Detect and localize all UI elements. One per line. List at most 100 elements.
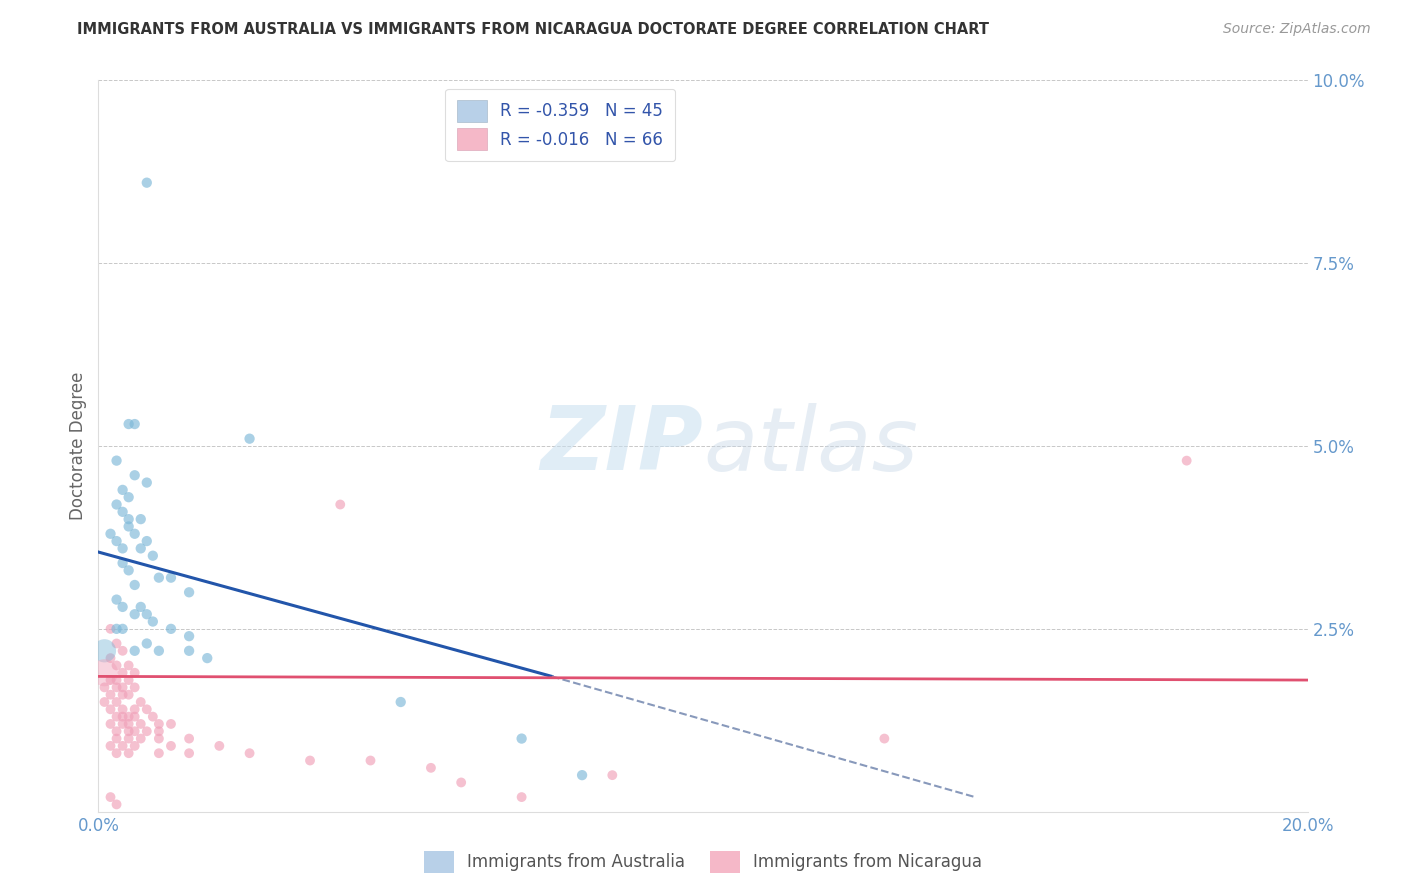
Point (135, 475, 157, 490)
Point (105, 622, 128, 636)
Point (124, 526, 146, 541)
Point (118, 490, 141, 504)
Point (135, 534, 157, 549)
Point (105, 797, 128, 812)
Point (873, 731, 896, 746)
Point (105, 709, 128, 723)
Point (118, 658, 141, 673)
Point (124, 417, 146, 431)
Point (148, 731, 170, 746)
Point (111, 599, 134, 614)
Point (160, 571, 183, 585)
Point (420, 761, 443, 775)
Point (179, 629, 201, 643)
Point (124, 468, 146, 483)
Point (105, 724, 128, 739)
Point (142, 709, 165, 723)
Point (111, 688, 134, 702)
Point (148, 571, 170, 585)
Point (179, 731, 201, 746)
Point (111, 622, 134, 636)
Point (100, 622, 122, 636)
Point (100, 702, 122, 716)
Point (111, 556, 134, 570)
Point (118, 519, 141, 533)
Point (93, 681, 115, 695)
Point (105, 658, 128, 673)
Point (160, 622, 183, 636)
Point (105, 731, 128, 746)
Point (450, 775, 472, 789)
Point (111, 483, 134, 497)
Point (179, 585, 201, 599)
Point (105, 681, 128, 695)
Point (129, 599, 152, 614)
Point (111, 665, 134, 680)
Point (111, 681, 134, 695)
Point (100, 790, 122, 805)
Point (111, 644, 134, 658)
Point (195, 651, 218, 665)
Point (118, 417, 141, 431)
Point (179, 746, 201, 760)
Point (124, 681, 146, 695)
Point (118, 673, 141, 687)
Point (105, 695, 128, 709)
Text: ZIP: ZIP (540, 402, 703, 490)
Point (93, 644, 115, 658)
Legend: Immigrants from Australia, Immigrants from Nicaragua: Immigrants from Australia, Immigrants fr… (418, 845, 988, 880)
Point (111, 717, 134, 731)
Point (135, 636, 157, 650)
Point (148, 724, 170, 739)
Text: Source: ZipAtlas.com: Source: ZipAtlas.com (1223, 22, 1371, 37)
Point (100, 717, 122, 731)
Point (118, 688, 141, 702)
Point (135, 607, 157, 622)
Point (360, 754, 382, 768)
Point (602, 768, 624, 782)
Point (135, 176, 157, 190)
Point (105, 498, 128, 512)
Point (160, 739, 183, 753)
Point (111, 709, 134, 723)
Point (510, 731, 533, 746)
Point (124, 702, 146, 716)
Point (111, 505, 134, 519)
Point (105, 673, 128, 687)
Point (129, 695, 152, 709)
Point (118, 709, 141, 723)
Point (124, 739, 146, 753)
Point (118, 563, 141, 577)
Point (299, 754, 322, 768)
Point (118, 724, 141, 739)
Point (148, 644, 170, 658)
Point (124, 724, 146, 739)
Point (105, 636, 128, 650)
Point (124, 607, 146, 622)
Text: IMMIGRANTS FROM AUSTRALIA VS IMMIGRANTS FROM NICARAGUA DOCTORATE DEGREE CORRELAT: IMMIGRANTS FROM AUSTRALIA VS IMMIGRANTS … (77, 22, 990, 37)
Point (208, 739, 231, 753)
Point (129, 731, 152, 746)
Point (571, 768, 593, 782)
Point (135, 724, 157, 739)
Point (129, 512, 152, 526)
Point (93, 695, 115, 709)
Point (135, 702, 157, 716)
Point (111, 739, 134, 753)
Point (118, 717, 141, 731)
Point (142, 615, 165, 629)
Point (389, 695, 412, 709)
Point (142, 549, 165, 563)
Point (111, 702, 134, 716)
Point (148, 746, 170, 760)
Legend: R = -0.359   N = 45, R = -0.016   N = 66: R = -0.359 N = 45, R = -0.016 N = 66 (446, 88, 675, 161)
Y-axis label: Doctorate Degree: Doctorate Degree (69, 372, 87, 520)
Point (100, 739, 122, 753)
Point (105, 453, 128, 467)
Point (93, 665, 115, 680)
Point (118, 746, 141, 760)
Point (160, 717, 183, 731)
Point (239, 432, 262, 446)
Point (124, 665, 146, 680)
Point (129, 717, 152, 731)
